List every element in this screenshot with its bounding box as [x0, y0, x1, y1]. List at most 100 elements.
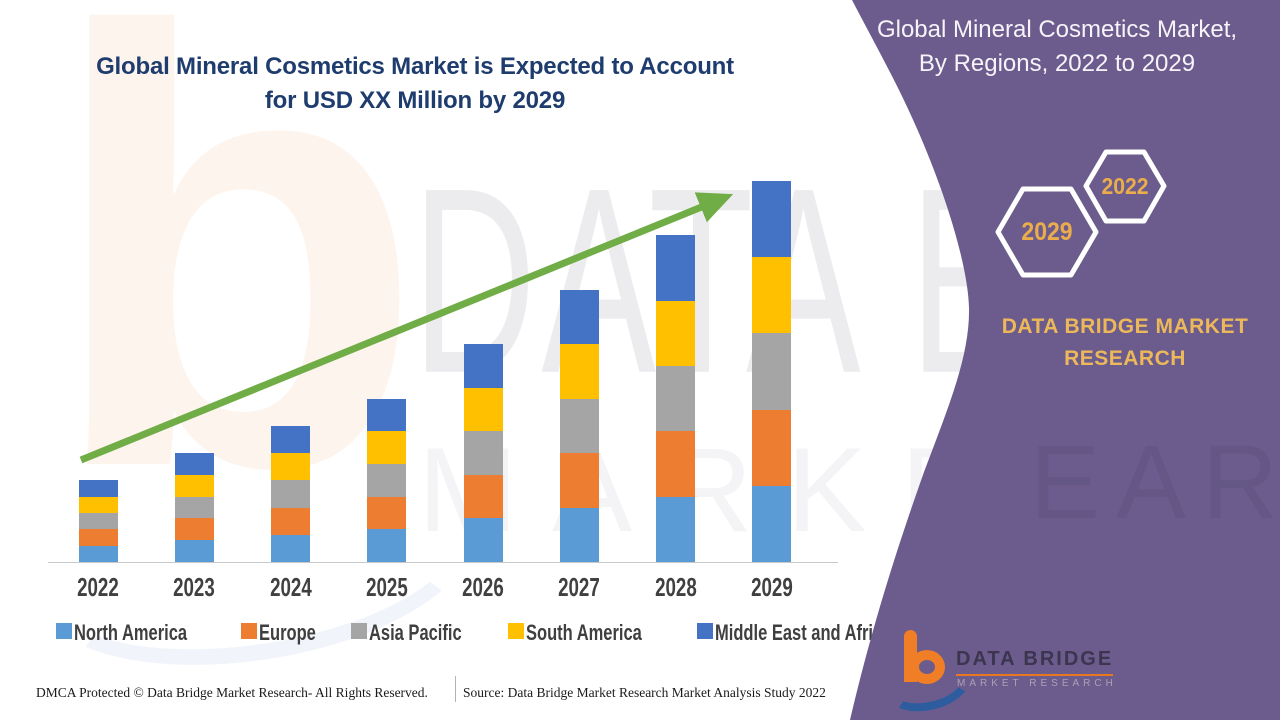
bar-segment-2028-asia-pacific	[656, 366, 696, 432]
bar-segment-2024-europe	[271, 507, 311, 535]
brand-line2: RESEARCH	[1064, 347, 1186, 370]
legend-swatch-icon	[350, 623, 367, 639]
x-tick-2022: 2022	[50, 572, 146, 603]
bar-slot-2022	[50, 170, 146, 562]
bar-segment-2028-europe	[656, 431, 696, 497]
bar-segment-2027-europe	[559, 453, 599, 508]
source-note: Source: Data Bridge Market Research Mark…	[463, 685, 826, 700]
x-tick-label: 2029	[751, 572, 793, 602]
panel-title-line2: By Regions, 2022 to 2029	[918, 50, 1196, 77]
hexagon-2029-label: 2029	[1021, 217, 1073, 246]
bar-slot-2024	[243, 170, 339, 562]
bar-segment-2027-south-america	[559, 344, 599, 399]
legend-label: Europe	[258, 620, 316, 645]
stacked-bar-2027	[559, 289, 599, 562]
legend-label: South America	[526, 620, 642, 645]
logo-title: DATA BRIDGE	[956, 648, 1114, 676]
x-tick-label: 2027	[558, 572, 601, 602]
chart-title-line2: for USD XX Million by 2029	[264, 87, 566, 114]
x-tick-label: 2025	[366, 572, 408, 602]
panel-title: Global Mineral Cosmetics Market, By Regi…	[872, 13, 1242, 81]
bar-segment-2025-asia-pacific	[367, 464, 407, 497]
legend-item-south-america: South America	[508, 620, 680, 646]
bar-segment-2022-middle-east-and-africa	[78, 480, 118, 497]
bar-segment-2023-europe	[174, 518, 214, 541]
bar-segment-2028-middle-east-and-africa	[656, 235, 696, 301]
chart-title-line1: Global Mineral Cosmetics Market is Expec…	[96, 53, 734, 80]
bar-segment-2029-north-america	[752, 485, 792, 562]
legend-swatch-icon	[508, 623, 525, 639]
x-axis-labels: 2022 2023 2024 2025 2026 2027 2028 2029	[50, 572, 820, 603]
dbmr-logo: DATA BRIDGE MARKET RESEARCH	[878, 622, 1117, 720]
bar-segment-2023-asia-pacific	[174, 496, 214, 519]
bar-segment-2024-south-america	[271, 453, 311, 481]
stacked-bar-2023	[174, 453, 214, 562]
x-tick-2024: 2024	[243, 572, 339, 603]
x-tick-label: 2026	[462, 572, 504, 602]
bar-slot-2029	[724, 170, 820, 562]
bar-segment-2029-middle-east-and-africa	[752, 180, 792, 258]
stacked-bar-2026	[463, 344, 503, 562]
bar-segment-2024-middle-east-and-africa	[271, 425, 311, 454]
x-tick-2023: 2023	[146, 572, 242, 603]
bar-segment-2029-south-america	[752, 257, 792, 334]
bar-segment-2026-europe	[463, 474, 503, 519]
bar-segment-2022-asia-pacific	[78, 513, 118, 530]
dbmr-logo-b-icon	[878, 630, 978, 720]
bar-plot	[50, 170, 820, 562]
logo-subtitle: MARKET RESEARCH	[957, 678, 1117, 689]
bar-segment-2028-south-america	[656, 300, 696, 367]
stacked-bar-2028	[656, 235, 696, 562]
x-tick-label: 2023	[173, 572, 216, 602]
bar-segment-2025-south-america	[367, 431, 407, 465]
panel-watermark-text: EARCH	[1030, 424, 1280, 541]
legend-item-europe: Europe	[240, 620, 335, 646]
bar-segment-2022-north-america	[78, 545, 118, 562]
hexagon-2022: 2022	[1083, 148, 1167, 225]
bar-segment-2026-asia-pacific	[463, 431, 503, 475]
bar-segment-2023-south-america	[174, 474, 214, 497]
legend: North America Europe Asia Pacific South Ame…	[56, 620, 950, 646]
bar-segment-2026-south-america	[463, 387, 503, 432]
legend-item-north-america: North America	[56, 620, 225, 646]
bar-segment-2023-middle-east-and-africa	[174, 453, 214, 475]
bar-segment-2024-north-america	[271, 534, 311, 562]
hexagon-2022-label: 2022	[1101, 173, 1149, 199]
x-tick-label: 2028	[654, 572, 697, 602]
bar-segment-2026-middle-east-and-africa	[463, 344, 503, 388]
stacked-bar-2022	[78, 480, 118, 562]
panel-title-line1: Global Mineral Cosmetics Market,	[876, 16, 1238, 43]
x-tick-2028: 2028	[628, 572, 724, 603]
bar-slot-2026	[435, 170, 531, 562]
bar-slot-2025	[339, 170, 435, 562]
legend-swatch-icon	[56, 623, 72, 639]
footer-divider	[455, 676, 456, 702]
legend-swatch-icon	[696, 623, 713, 639]
bar-segment-2028-north-america	[656, 496, 696, 562]
legend-swatch-icon	[240, 623, 257, 639]
legend-label: Middle East and Africa	[714, 620, 891, 645]
legend-label: North America	[74, 620, 188, 645]
chart-title: Global Mineral Cosmetics Market is Expec…	[30, 50, 800, 118]
bar-segment-2023-north-america	[174, 540, 214, 562]
bar-slot-2023	[146, 170, 242, 562]
bar-segment-2027-north-america	[559, 507, 599, 562]
x-tick-2026: 2026	[435, 572, 531, 603]
bar-segment-2022-south-america	[78, 496, 118, 514]
dmca-notice: DMCA Protected © Data Bridge Market Rese…	[36, 685, 428, 700]
bar-slot-2028	[628, 170, 724, 562]
bar-segment-2025-middle-east-and-africa	[367, 398, 407, 432]
bar-segment-2025-north-america	[367, 529, 407, 562]
bar-segment-2027-middle-east-and-africa	[559, 289, 599, 345]
legend-label: Asia Pacific	[368, 620, 462, 645]
bar-segment-2026-north-america	[463, 518, 503, 562]
bar-slot-2027	[531, 170, 627, 562]
x-tick-2027: 2027	[531, 572, 627, 603]
legend-item-asia-pacific: Asia Pacific	[350, 620, 493, 646]
bar-segment-2029-europe	[752, 409, 792, 486]
brand-line1: DATA BRIDGE MARKET	[1001, 315, 1249, 338]
bar-segment-2029-asia-pacific	[752, 333, 792, 410]
stacked-bar-2025	[367, 398, 407, 562]
brand-wordmark: DATA BRIDGE MARKET RESEARCH	[1000, 311, 1250, 375]
